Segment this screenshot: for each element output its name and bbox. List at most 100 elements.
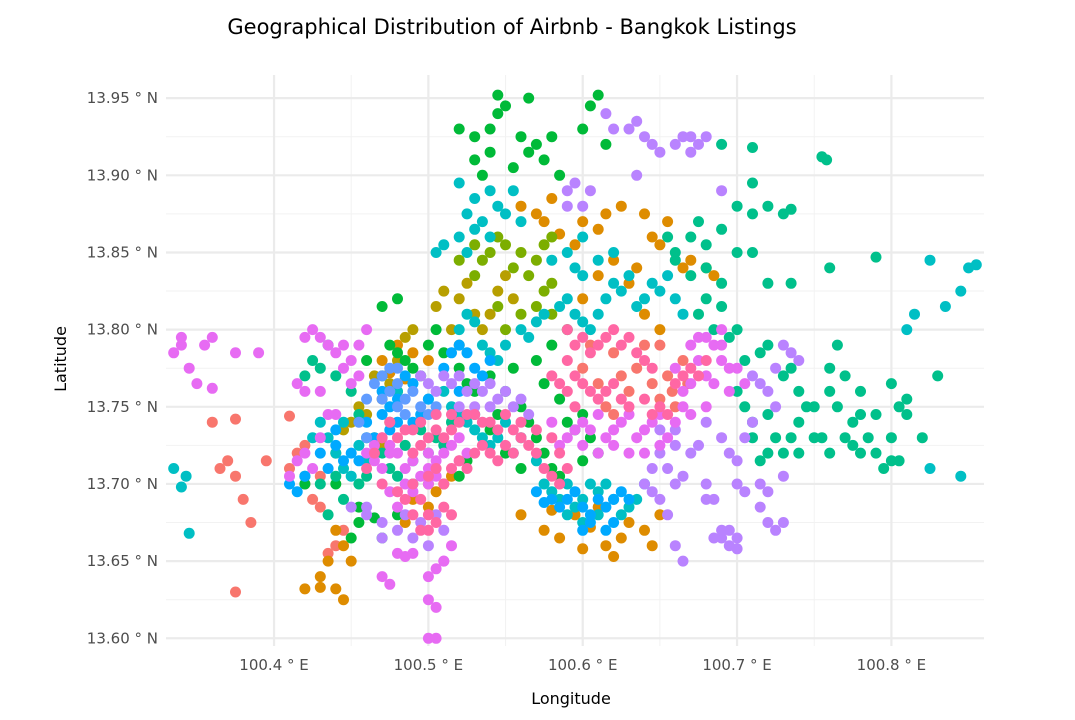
data-point	[716, 339, 728, 351]
data-point	[685, 339, 697, 351]
data-point	[476, 416, 488, 428]
data-point	[870, 409, 882, 420]
y-tick-label: 13.60 ° N	[87, 629, 158, 647]
data-point	[438, 439, 450, 451]
data-point	[646, 277, 658, 289]
data-point	[422, 571, 434, 583]
data-point	[183, 362, 195, 374]
point-series	[284, 339, 635, 536]
data-point	[600, 108, 612, 120]
data-point	[515, 463, 527, 474]
data-point	[422, 501, 434, 513]
data-point	[422, 355, 434, 366]
data-point	[361, 463, 373, 474]
data-point	[777, 339, 789, 351]
data-point	[307, 493, 319, 505]
data-point	[422, 594, 434, 606]
data-point	[338, 339, 349, 351]
data-point	[639, 478, 650, 490]
data-point	[438, 347, 450, 359]
data-point	[407, 547, 419, 559]
data-point	[500, 100, 511, 112]
data-point	[392, 355, 403, 366]
data-point	[592, 393, 604, 405]
data-point	[353, 409, 365, 420]
data-point	[407, 447, 419, 459]
data-point	[646, 463, 658, 474]
data-point	[870, 251, 882, 263]
x-tick-label: 100.7 ° E	[702, 656, 771, 674]
data-point	[654, 339, 666, 351]
data-point	[523, 146, 535, 158]
data-point	[662, 463, 674, 474]
data-point	[368, 439, 380, 451]
y-axis-ticks: 13.60 ° N 13.65 ° N 13.70 ° N 13.75 ° N 13.8…	[87, 89, 158, 647]
data-point	[708, 378, 720, 390]
data-point	[492, 409, 504, 420]
data-point	[492, 432, 504, 444]
data-point	[330, 447, 342, 459]
data-point	[415, 493, 427, 505]
data-point	[608, 277, 620, 289]
data-point	[484, 231, 496, 243]
data-point	[623, 385, 635, 397]
data-point	[762, 339, 774, 351]
data-point	[824, 262, 836, 274]
data-point	[515, 200, 527, 212]
data-point	[453, 385, 465, 397]
data-point	[615, 393, 627, 405]
data-point	[639, 131, 650, 143]
data-point	[561, 185, 573, 197]
data-point	[291, 486, 303, 498]
data-point	[384, 362, 396, 374]
data-point	[299, 447, 311, 459]
data-point	[530, 486, 542, 498]
data-point	[368, 455, 380, 467]
data-point	[700, 239, 712, 251]
data-point	[855, 409, 866, 420]
data-point	[608, 378, 620, 390]
data-point	[338, 362, 349, 374]
data-point	[361, 416, 373, 428]
y-tick-label: 13.70 ° N	[87, 475, 158, 493]
data-point	[592, 254, 604, 266]
data-point	[376, 463, 388, 474]
data-point	[662, 216, 674, 228]
data-point	[484, 416, 496, 428]
data-point	[330, 524, 342, 536]
data-point	[669, 362, 681, 374]
data-point	[446, 540, 457, 552]
data-point	[430, 424, 442, 436]
data-point	[314, 571, 326, 583]
data-point	[438, 285, 450, 297]
data-point	[615, 285, 627, 297]
data-point	[623, 517, 635, 528]
data-point	[330, 439, 342, 451]
data-point	[584, 100, 596, 112]
data-point	[584, 517, 596, 528]
data-point	[330, 470, 342, 482]
data-point	[284, 478, 295, 490]
data-point	[415, 517, 427, 528]
data-point	[608, 493, 620, 505]
data-point	[461, 208, 473, 220]
data-point	[554, 478, 566, 490]
data-point	[615, 532, 627, 544]
data-point	[399, 463, 411, 474]
data-point	[453, 339, 465, 351]
data-point	[453, 409, 465, 420]
data-point	[384, 378, 396, 390]
data-point	[500, 409, 511, 420]
data-point	[361, 355, 373, 366]
data-point	[639, 524, 650, 536]
data-point	[361, 409, 373, 420]
data-point	[577, 409, 589, 420]
data-point	[693, 331, 704, 343]
data-point	[492, 89, 504, 101]
data-point	[345, 416, 357, 428]
data-point	[700, 355, 712, 366]
data-point	[438, 447, 450, 459]
data-point	[700, 293, 712, 305]
data-point	[407, 509, 419, 521]
data-point	[175, 339, 187, 351]
